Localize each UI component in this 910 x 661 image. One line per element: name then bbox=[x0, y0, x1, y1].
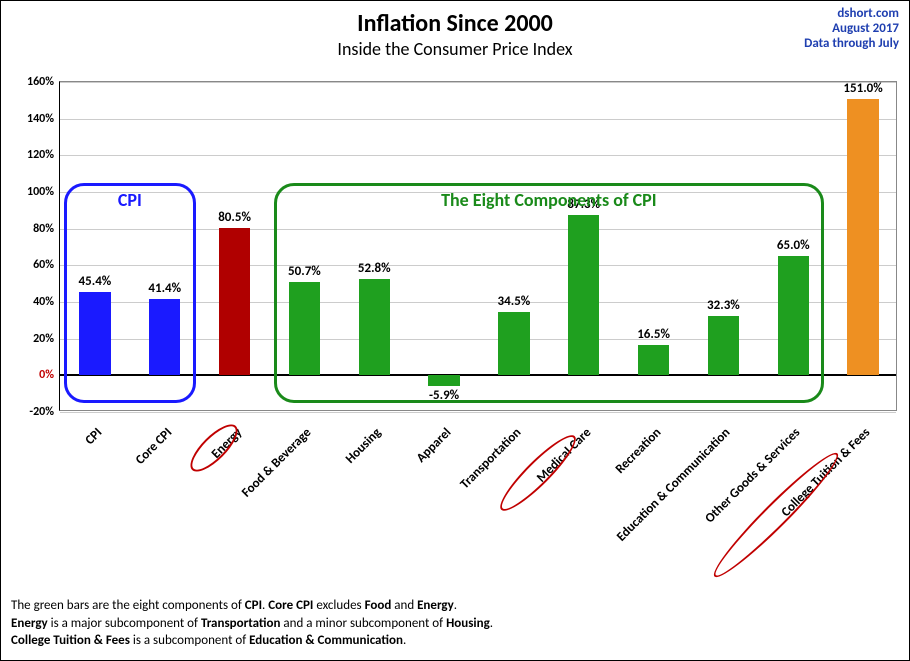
group-box bbox=[274, 183, 825, 403]
y-tick-label: 160% bbox=[27, 75, 54, 89]
group-label: CPI bbox=[118, 189, 142, 211]
label-circle bbox=[184, 418, 245, 479]
title-sub: Inside the Consumer Price Index bbox=[1, 38, 909, 60]
y-tick-label: 120% bbox=[27, 148, 54, 162]
y-tick-label: 20% bbox=[33, 332, 54, 346]
label-circle bbox=[706, 445, 846, 585]
footnote: The green bars are the eight components … bbox=[11, 597, 493, 650]
y-tick-label: 100% bbox=[27, 185, 54, 199]
chart-container: Inflation Since 2000 Inside the Consumer… bbox=[0, 0, 910, 661]
gridline bbox=[60, 155, 896, 156]
x-axis-label: Core CPI bbox=[133, 425, 175, 467]
bar bbox=[847, 99, 878, 376]
group-label: The Eight Components of CPI bbox=[441, 189, 656, 211]
group-box bbox=[64, 183, 196, 403]
x-axis-label: Education & Communication bbox=[614, 425, 733, 544]
x-axis-label: Apparel bbox=[414, 425, 455, 466]
bar bbox=[219, 228, 250, 376]
gridline bbox=[60, 412, 896, 413]
attribution-line2: August 2017 bbox=[804, 22, 899, 37]
x-axis-label: Housing bbox=[343, 425, 384, 466]
y-tick-label: 80% bbox=[33, 222, 54, 236]
bar-value-label: 151.0% bbox=[843, 81, 882, 96]
title-main: Inflation Since 2000 bbox=[1, 9, 909, 38]
title-block: Inflation Since 2000 Inside the Consumer… bbox=[1, 9, 909, 60]
plot-area: -20%0%20%40%60%80%100%120%140%160%45.4%4… bbox=[59, 81, 897, 411]
y-tick-label: 60% bbox=[33, 258, 54, 272]
gridline bbox=[60, 119, 896, 120]
attribution-line1: dshort.com bbox=[804, 7, 899, 22]
x-axis-label: CPI bbox=[82, 425, 105, 448]
bar-value-label: 80.5% bbox=[218, 210, 251, 225]
x-axis-label: Recreation bbox=[612, 425, 664, 477]
attribution: dshort.com August 2017 Data through July bbox=[804, 7, 899, 52]
attribution-line3: Data through July bbox=[804, 37, 899, 52]
y-tick-label: 0% bbox=[39, 368, 54, 382]
y-tick-label: -20% bbox=[29, 405, 54, 419]
gridline bbox=[60, 82, 896, 83]
x-axis-label: Food & Beverage bbox=[239, 425, 314, 500]
y-tick-label: 40% bbox=[33, 295, 54, 309]
y-tick-label: 140% bbox=[27, 112, 54, 126]
